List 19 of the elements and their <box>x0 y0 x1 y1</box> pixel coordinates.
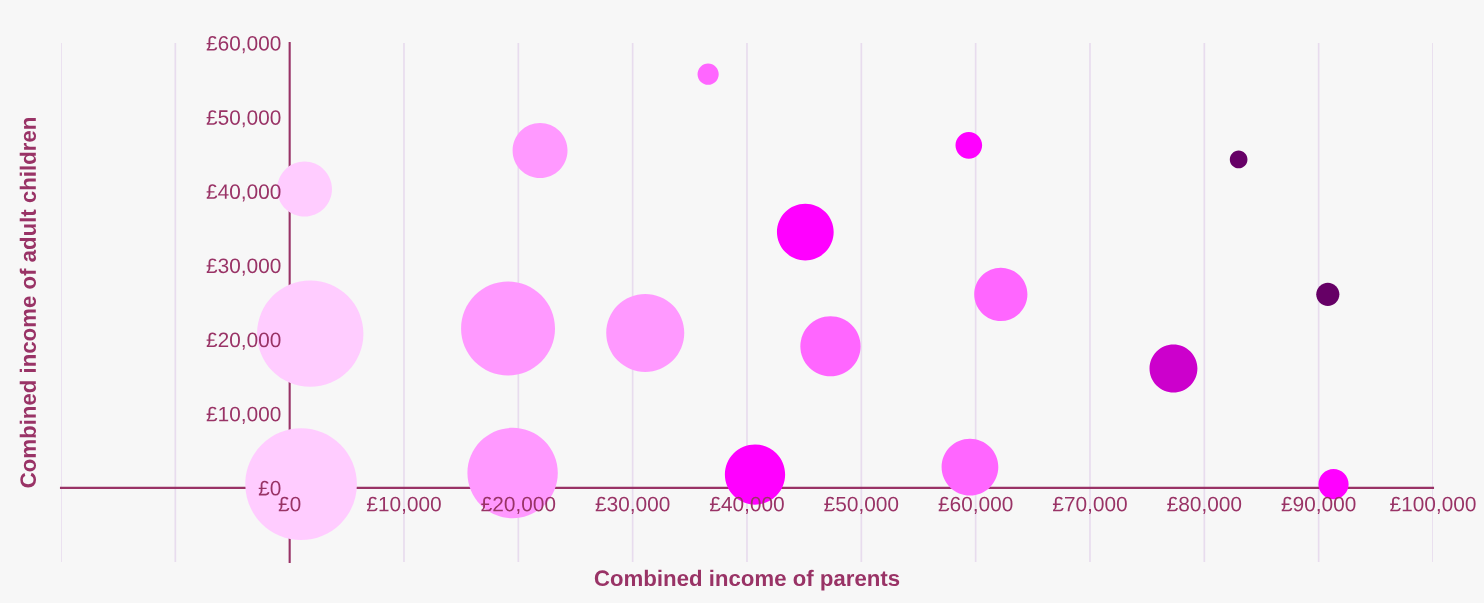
y-axis-title: Combined income of adult children <box>19 118 37 488</box>
y-tick-label: £60,000 <box>206 36 281 54</box>
x-axis-title: Combined income of parents <box>594 569 900 591</box>
y-tick-label: £10,000 <box>206 406 281 424</box>
y-tick-label: £30,000 <box>206 258 281 276</box>
x-tick-label: £100,000 <box>1390 496 1476 514</box>
y-tick-label: £50,000 <box>206 110 281 128</box>
y-tick-label: £20,000 <box>206 332 281 350</box>
y-tick-label: £40,000 <box>206 184 281 202</box>
x-tick-label: £50,000 <box>824 496 899 514</box>
x-tick-label: £30,000 <box>595 496 670 514</box>
x-tick-label: £60,000 <box>938 496 1013 514</box>
x-tick-label: £70,000 <box>1052 496 1127 514</box>
x-tick-label: £40,000 <box>709 496 784 514</box>
y-tick-label: £0 <box>258 480 281 496</box>
x-tick-label: £80,000 <box>1167 496 1242 514</box>
x-tick-label: £10,000 <box>366 496 441 514</box>
x-tick-label: £90,000 <box>1281 496 1356 514</box>
x-tick-label: £0 <box>278 496 301 512</box>
